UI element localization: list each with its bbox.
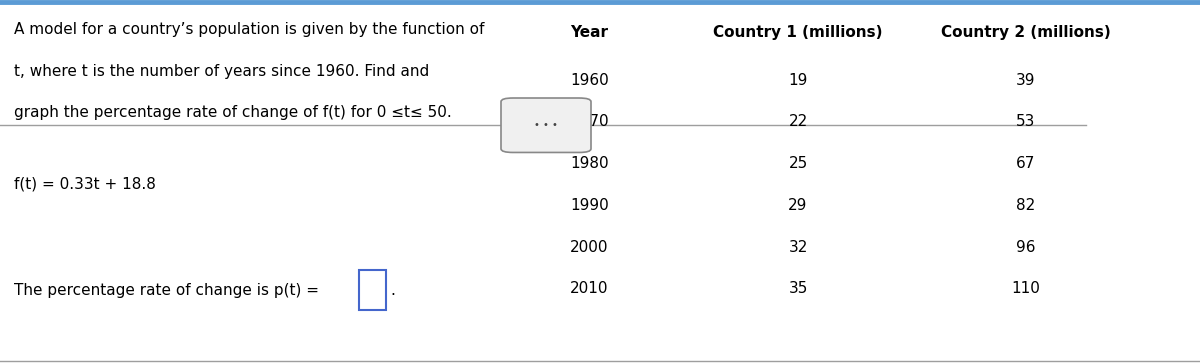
Text: 53: 53 — [1016, 114, 1036, 129]
Text: Country 2 (millions): Country 2 (millions) — [941, 25, 1111, 40]
Text: 35: 35 — [788, 281, 808, 296]
Text: A model for a country’s population is given by the function of: A model for a country’s population is gi… — [14, 22, 485, 37]
Text: 2000: 2000 — [570, 240, 608, 254]
Text: Year: Year — [570, 25, 608, 40]
Text: 1990: 1990 — [570, 198, 608, 213]
Text: t, where t is the number of years since 1960. Find and: t, where t is the number of years since … — [14, 64, 430, 78]
Text: .: . — [390, 283, 395, 298]
Text: 39: 39 — [1016, 73, 1036, 87]
Text: 2010: 2010 — [570, 281, 608, 296]
FancyBboxPatch shape — [502, 98, 592, 152]
Text: 25: 25 — [788, 156, 808, 171]
Text: 82: 82 — [1016, 198, 1036, 213]
Text: 1960: 1960 — [570, 73, 608, 87]
Text: f(t) = 0.33t + 18.8: f(t) = 0.33t + 18.8 — [14, 176, 156, 191]
Text: 1980: 1980 — [570, 156, 608, 171]
Text: 29: 29 — [788, 198, 808, 213]
Text: • • •: • • • — [534, 120, 558, 130]
Text: 1970: 1970 — [570, 114, 608, 129]
Text: Country 1 (millions): Country 1 (millions) — [713, 25, 883, 40]
Text: 32: 32 — [788, 240, 808, 254]
Text: graph the percentage rate of change of f(t) for 0 ≤t≤ 50.: graph the percentage rate of change of f… — [14, 105, 452, 120]
Text: 67: 67 — [1016, 156, 1036, 171]
Text: 110: 110 — [1012, 281, 1040, 296]
Text: The percentage rate of change is p(t) =: The percentage rate of change is p(t) = — [14, 283, 319, 298]
Text: 96: 96 — [1016, 240, 1036, 254]
FancyBboxPatch shape — [359, 270, 386, 310]
Text: 22: 22 — [788, 114, 808, 129]
Text: 19: 19 — [788, 73, 808, 87]
